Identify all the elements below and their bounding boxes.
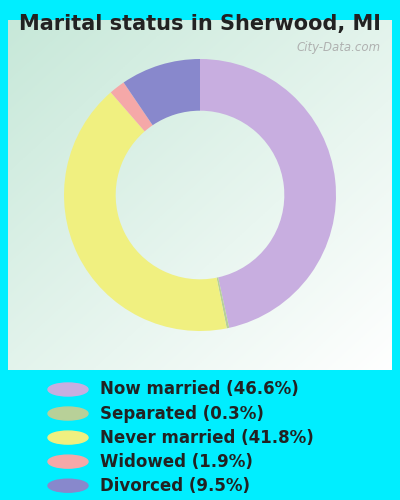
Text: Separated (0.3%): Separated (0.3%) [100, 404, 264, 422]
Wedge shape [111, 82, 153, 132]
Circle shape [48, 431, 88, 444]
Wedge shape [216, 278, 229, 328]
Text: Divorced (9.5%): Divorced (9.5%) [100, 476, 250, 494]
Circle shape [48, 407, 88, 420]
Text: Never married (41.8%): Never married (41.8%) [100, 428, 314, 446]
Circle shape [48, 383, 88, 396]
Circle shape [48, 479, 88, 492]
Text: Widowed (1.9%): Widowed (1.9%) [100, 452, 253, 470]
Text: Now married (46.6%): Now married (46.6%) [100, 380, 299, 398]
Text: Marital status in Sherwood, MI: Marital status in Sherwood, MI [19, 14, 381, 34]
Wedge shape [64, 92, 227, 331]
Circle shape [48, 455, 88, 468]
Wedge shape [124, 59, 200, 125]
Wedge shape [200, 59, 336, 328]
Text: City-Data.com: City-Data.com [296, 41, 380, 54]
